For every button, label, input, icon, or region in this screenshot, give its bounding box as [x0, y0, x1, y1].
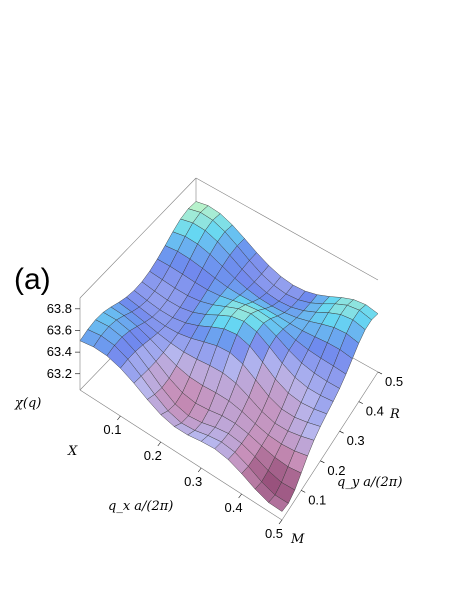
z-tick-label: 63.8 [47, 301, 72, 316]
surface-patch [268, 494, 289, 512]
x-tick-mark [157, 441, 162, 447]
box-edge [281, 371, 379, 521]
x-tick-label: 0.5 [265, 526, 283, 541]
z-tick-label: 63.6 [47, 322, 72, 337]
z-tick-label: 63.2 [47, 366, 72, 381]
y-tick-mark [377, 371, 383, 375]
x-tick-mark [197, 467, 202, 473]
z-axis-label: χ(q) [14, 396, 41, 411]
y-tick-label: 0.2 [327, 463, 345, 478]
x-axis-label: q_x a/(2π) [108, 499, 173, 514]
surface-mesh [79, 201, 379, 512]
y-tick-label: 0.4 [366, 404, 384, 419]
y-tick-mark [320, 460, 325, 464]
y-axis-label: q_y a/(2π) [337, 475, 402, 490]
x-tick-mark [278, 519, 283, 525]
x-tick-label: 0.1 [103, 422, 121, 437]
box-edge [79, 389, 283, 521]
corner-label-r: R [389, 407, 400, 422]
corner-label-x: X [67, 444, 78, 459]
x-tick-label: 0.4 [225, 500, 243, 515]
box-edge [79, 177, 197, 299]
y-tick-label: 0.3 [347, 433, 365, 448]
corner-label-m: M [290, 532, 305, 547]
y-tick-label: 0.5 [385, 374, 403, 389]
z-tick-label: 63.4 [47, 344, 72, 359]
x-tick-label: 0.3 [184, 474, 202, 489]
x-tick-mark [238, 493, 242, 499]
panel-label: (a) [14, 263, 51, 296]
tick-labels: 0.10.20.30.40.50.10.20.30.40.563.263.463… [47, 301, 403, 541]
y-tick-mark [301, 490, 306, 493]
box-edge [195, 177, 379, 281]
bounding-box-front [79, 298, 379, 521]
y-tick-label: 0.1 [308, 492, 326, 507]
x-tick-mark [117, 415, 121, 421]
y-tick-mark [358, 401, 363, 404]
y-tick-mark [339, 430, 344, 434]
x-tick-label: 0.2 [144, 448, 162, 463]
